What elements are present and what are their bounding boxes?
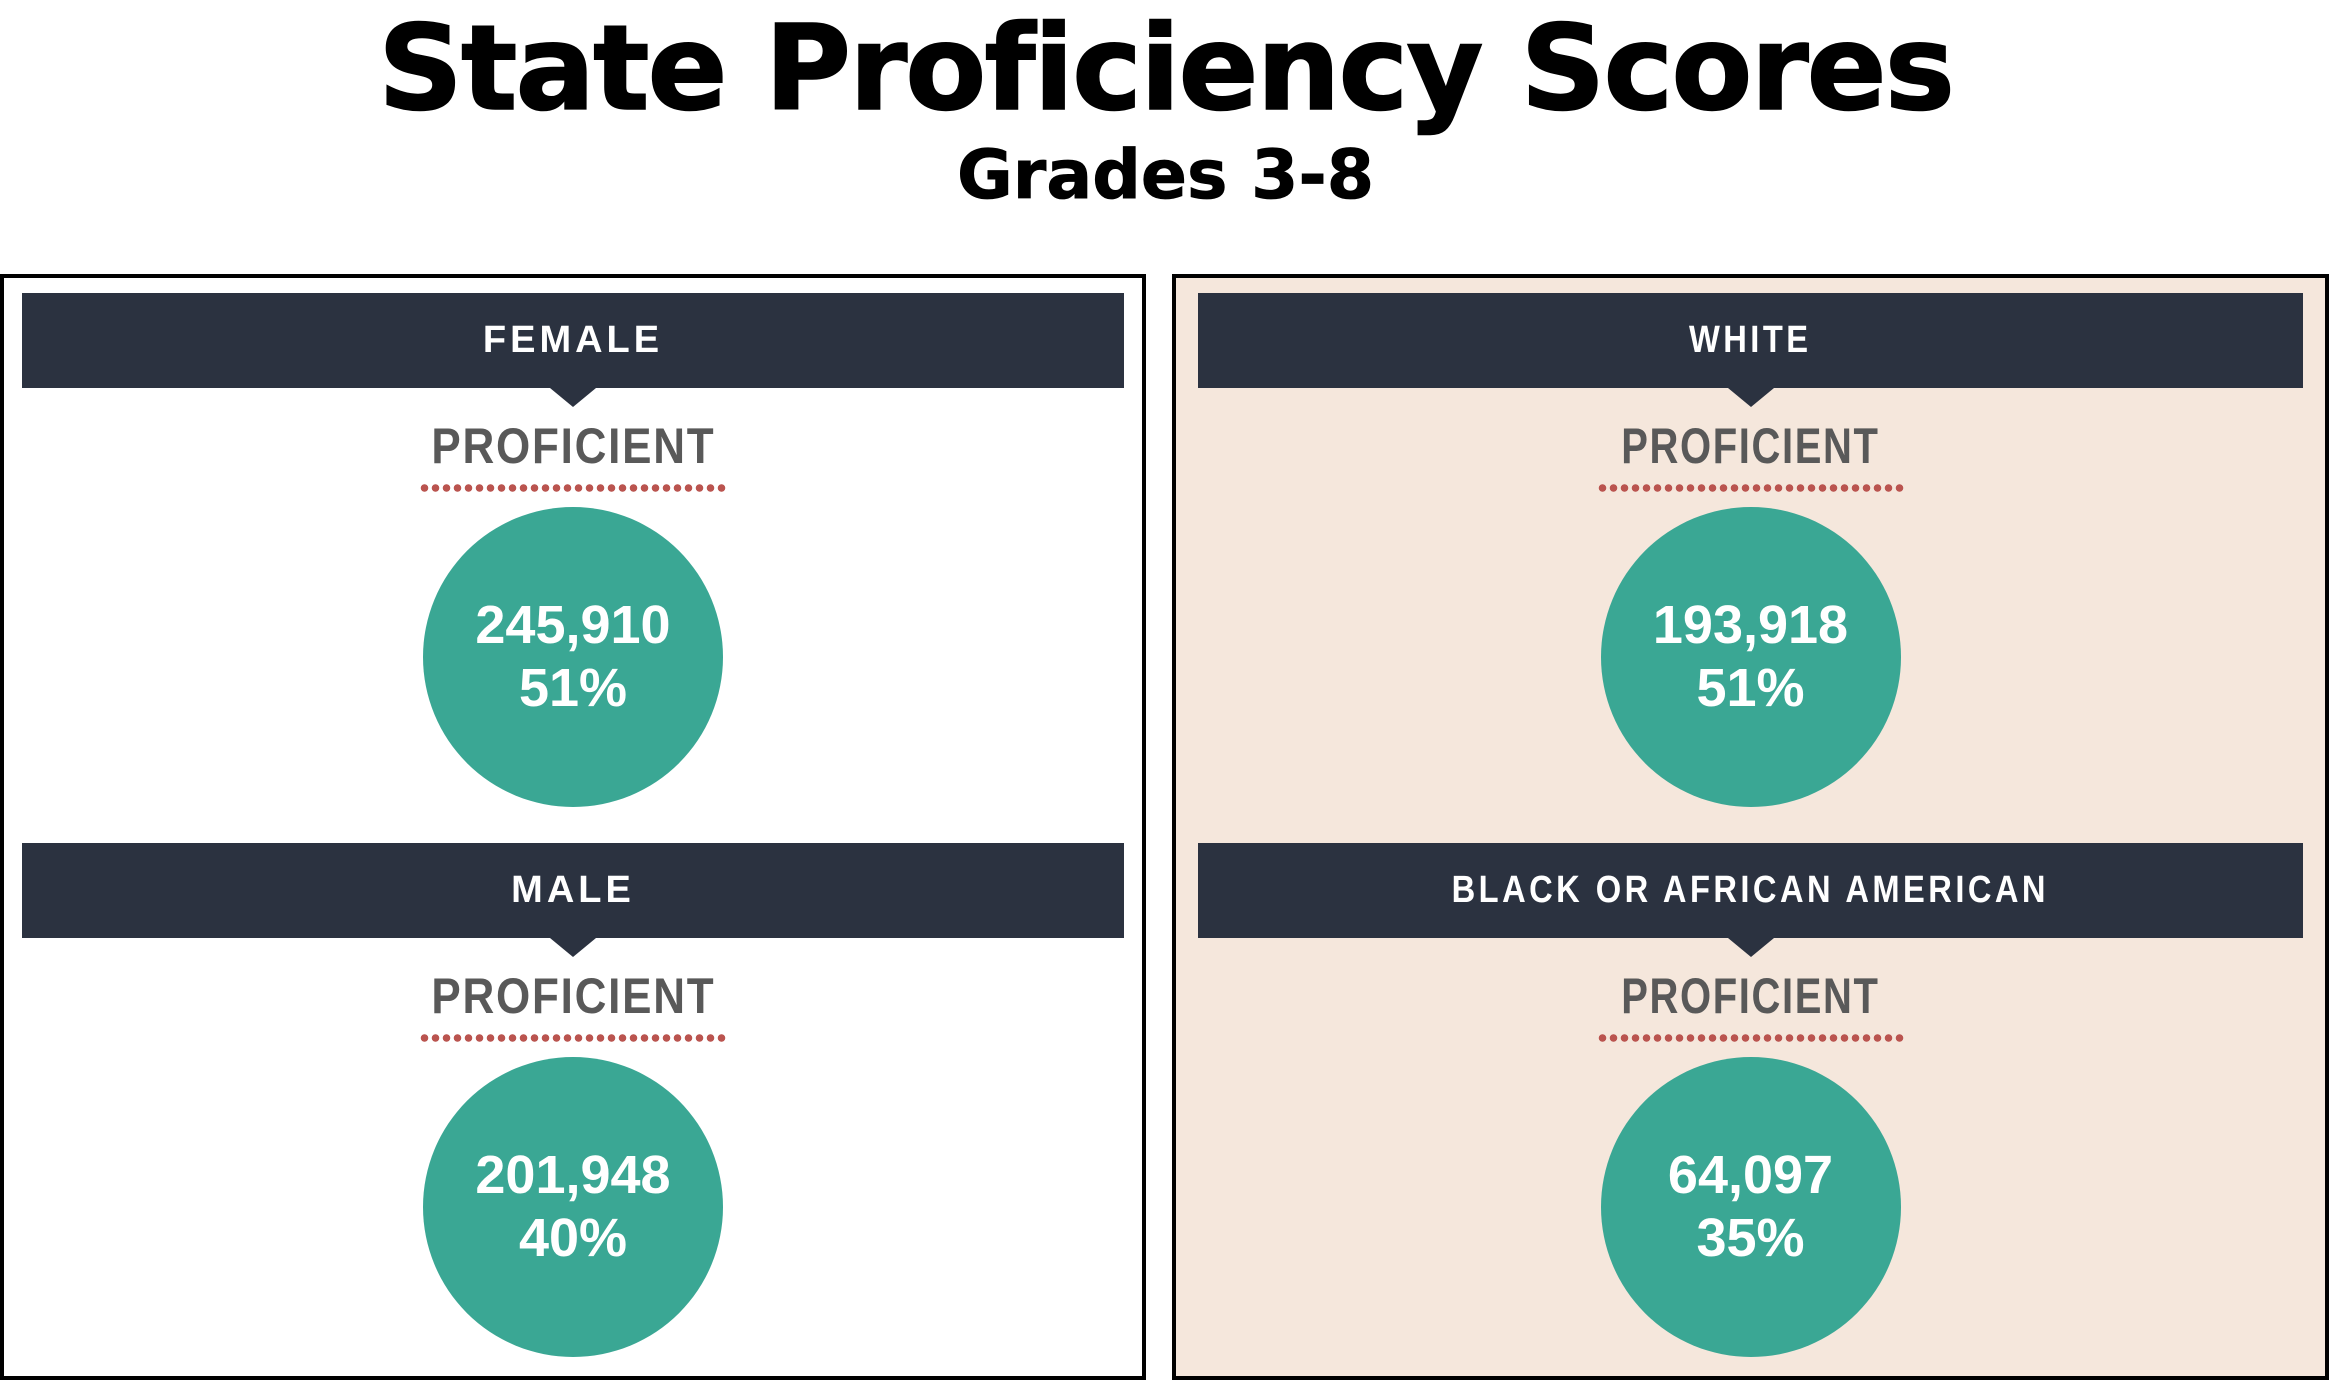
pointer-down-icon: [1727, 388, 1774, 407]
page-title: State Proficiency Scores: [377, 0, 1955, 137]
white-proficient-circle: 193,918 51%: [1600, 507, 1901, 807]
black-or-african-american-section: BLACK OR AFRICAN AMERICAN PROFICIENT 64,…: [1176, 843, 2325, 1357]
black-or-african-american-proficient-percent: 35%: [1696, 1208, 1805, 1268]
pointer-down-icon: [550, 388, 596, 407]
proficient-heading: PROFICIENT: [4, 421, 1142, 471]
black-or-african-american-header-label: BLACK OR AFRICAN AMERICAN: [1451, 869, 2050, 911]
male-section: MALE PROFICIENT 201,948 40%: [4, 843, 1142, 1357]
female-proficient-circle: 245,910 51%: [423, 507, 723, 807]
proficient-heading-text: PROFICIENT: [1621, 968, 1880, 1024]
dotted-underline: [419, 483, 727, 493]
dotted-underline: [419, 1033, 727, 1043]
male-proficient-percent: 40%: [518, 1208, 628, 1268]
female-proficient-percent: 51%: [518, 658, 628, 718]
proficient-heading: PROFICIENT: [1176, 971, 2325, 1021]
black-or-african-american-header-bar: BLACK OR AFRICAN AMERICAN: [1198, 843, 2303, 938]
proficient-heading: PROFICIENT: [1176, 421, 2325, 471]
black-or-african-american-proficient-circle: 64,097 35%: [1600, 1057, 1901, 1357]
male-header-label: MALE: [511, 869, 635, 911]
white-proficient-percent: 51%: [1696, 658, 1805, 718]
pointer-down-icon: [550, 938, 596, 957]
proficient-heading-text: PROFICIENT: [430, 968, 716, 1024]
male-proficient-circle: 201,948 40%: [423, 1057, 723, 1357]
female-header-bar: FEMALE: [22, 293, 1124, 388]
female-section: FEMALE PROFICIENT 245,910 51%: [4, 293, 1142, 807]
race-panel: WHITE PROFICIENT 193,918 51% BLACK OR AF…: [1172, 274, 2329, 1380]
white-section: WHITE PROFICIENT 193,918 51%: [1176, 293, 2325, 807]
black-or-african-american-proficient-count: 64,097: [1667, 1145, 1834, 1206]
white-proficient-count: 193,918: [1652, 595, 1849, 656]
male-proficient-count: 201,948: [475, 1145, 671, 1206]
female-header-label: FEMALE: [482, 319, 664, 361]
white-header-label: WHITE: [1689, 319, 1812, 361]
proficient-heading-text: PROFICIENT: [1621, 418, 1880, 474]
pointer-down-icon: [1727, 938, 1774, 957]
dotted-underline: [1596, 483, 1905, 493]
dotted-underline: [1596, 1033, 1905, 1043]
proficient-heading-text: PROFICIENT: [430, 418, 716, 474]
female-proficient-count: 245,910: [475, 595, 671, 656]
page-subtitle: Grades 3-8: [956, 136, 1375, 215]
male-header-bar: MALE: [22, 843, 1124, 938]
white-header-bar: WHITE: [1198, 293, 2303, 388]
proficient-heading: PROFICIENT: [4, 971, 1142, 1021]
gender-panel: FEMALE PROFICIENT 245,910 51% MALE PROFI…: [0, 274, 1146, 1380]
